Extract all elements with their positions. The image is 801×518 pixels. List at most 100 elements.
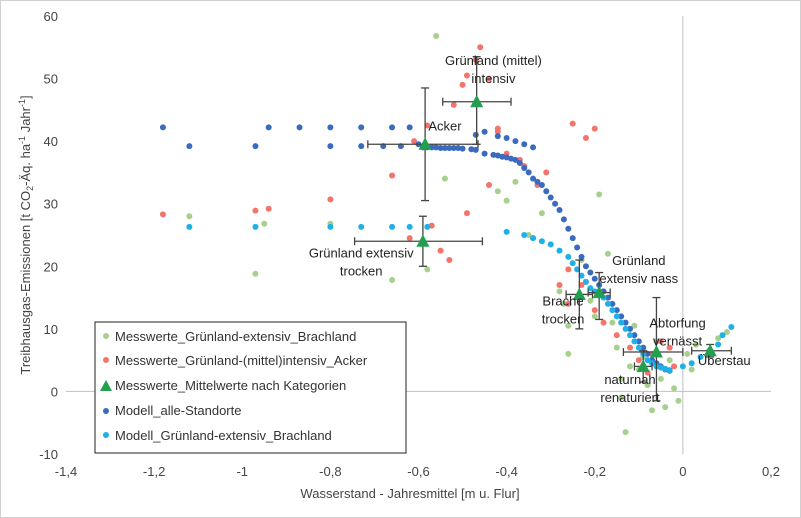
data-point-2 [503, 135, 510, 142]
data-point-2 [186, 143, 193, 150]
legend-marker-3 [103, 432, 109, 438]
data-point-1 [565, 266, 572, 273]
data-point-0 [649, 407, 656, 414]
annotation-line: Brache [542, 294, 583, 309]
y-tick-label: 50 [44, 72, 58, 87]
y-tick-label: 0 [51, 384, 58, 399]
annotation: Abtorfung vernässt [649, 316, 705, 349]
data-point-0 [671, 385, 678, 392]
annotation: Brache trocken [542, 294, 585, 327]
data-point-0 [715, 335, 722, 342]
data-point-1 [556, 282, 563, 289]
annotation: naturnah renaturiert [600, 372, 660, 405]
data-point-2 [481, 128, 488, 135]
y-axis-title-part: Treibhausgas-Emissionen [t CO [18, 191, 33, 375]
data-point-1 [406, 235, 413, 242]
data-point-3 [521, 232, 528, 238]
data-point-2 [591, 275, 598, 282]
data-point-0 [613, 344, 620, 351]
data-point-1 [424, 122, 431, 129]
annotation: Grünland extensiv nass [599, 253, 678, 286]
data-point-1 [486, 181, 492, 188]
data-point-2 [159, 124, 166, 131]
data-point-1 [591, 307, 598, 314]
data-point-1 [463, 210, 470, 217]
data-point-3 [424, 223, 431, 230]
data-point-2 [631, 332, 638, 339]
data-point-0 [604, 250, 611, 257]
data-point-3 [728, 323, 735, 330]
data-point-0 [252, 270, 259, 277]
data-point-1 [411, 138, 418, 145]
data-point-2 [530, 175, 537, 182]
mean-marker [418, 137, 432, 150]
data-point-3 [719, 332, 726, 339]
data-point-3 [609, 307, 616, 314]
data-point-2 [455, 145, 462, 152]
x-tick-label: -1 [236, 464, 248, 479]
data-point-0 [627, 363, 633, 370]
y-axis-title-part: Jahr [18, 106, 33, 136]
x-tick-labels: -1,4 -1,2 -1 -0,8 -0,6 -0,4 -0,2 0 0,2 [55, 464, 780, 479]
annotation: Grünland extensiv trocken [309, 246, 414, 279]
annotation-line: Grünland [612, 253, 665, 268]
data-point-2 [525, 169, 532, 176]
data-point-0 [503, 197, 510, 204]
data-point-0 [538, 210, 545, 217]
data-point-0 [622, 429, 629, 436]
mean-marker [470, 94, 484, 108]
data-point-2 [574, 244, 581, 251]
data-point-2 [358, 124, 365, 131]
legend-marker-2 [103, 408, 109, 414]
x-axis-title: Wasserstand - Jahresmittel [m u. Flur] [300, 486, 519, 501]
data-point-1 [494, 128, 501, 135]
annotation-line: Grünland extensiv [309, 246, 414, 261]
data-point-0 [389, 277, 396, 284]
data-point-1 [389, 172, 396, 179]
mean-marker [416, 234, 430, 247]
data-point-1 [486, 75, 492, 82]
data-point-2 [468, 146, 475, 153]
y-tick-label: 60 [44, 9, 58, 24]
y-tick-label: -10 [39, 447, 58, 462]
data-point-3 [252, 223, 259, 230]
data-point-2 [512, 156, 519, 163]
legend-marker-0 [103, 333, 109, 339]
data-point-2 [534, 178, 541, 185]
data-point-0 [560, 300, 567, 307]
data-point-3 [697, 354, 704, 361]
annotation-line: Grünland (mittel) [445, 53, 542, 68]
data-point-2 [459, 145, 466, 152]
legend-marker-means [100, 380, 112, 391]
data-point-3 [406, 223, 413, 230]
x-tick-label: -0,4 [495, 464, 517, 479]
y-tick-label: 20 [44, 259, 58, 274]
data-point-1 [459, 81, 466, 88]
x-tick-label: -0,8 [319, 464, 341, 479]
data-point-0 [494, 188, 501, 195]
data-point-3 [688, 360, 695, 367]
data-point-2 [327, 143, 334, 150]
annotation-line: Überstau [698, 353, 751, 368]
x-tick-label: -1,4 [55, 464, 77, 479]
data-point-3 [604, 300, 611, 307]
legend: Messwerte_Grünland-extensiv_Brachland Me… [94, 321, 407, 454]
legend-marker-1 [103, 357, 109, 363]
data-point-0 [723, 328, 730, 335]
y-tick-label: 40 [44, 134, 58, 149]
y-tick-label: 10 [44, 322, 58, 337]
data-point-0 [693, 341, 700, 348]
data-point-1 [591, 125, 598, 132]
data-point-2 [446, 145, 453, 152]
data-point-2 [521, 165, 528, 172]
data-point-0 [688, 366, 695, 373]
legend-label-3: Modell_Grünland-extensiv_Brachland [115, 428, 332, 443]
data-point-0 [618, 394, 625, 401]
data-point-2 [565, 225, 572, 232]
data-point-0 [525, 232, 532, 238]
mean-marker [703, 343, 717, 357]
data-point-1 [543, 169, 550, 176]
data-point-2 [433, 144, 440, 151]
legend-label-1: Messwerte_Grünland-(mittel)intensiv_Acke… [115, 353, 368, 368]
